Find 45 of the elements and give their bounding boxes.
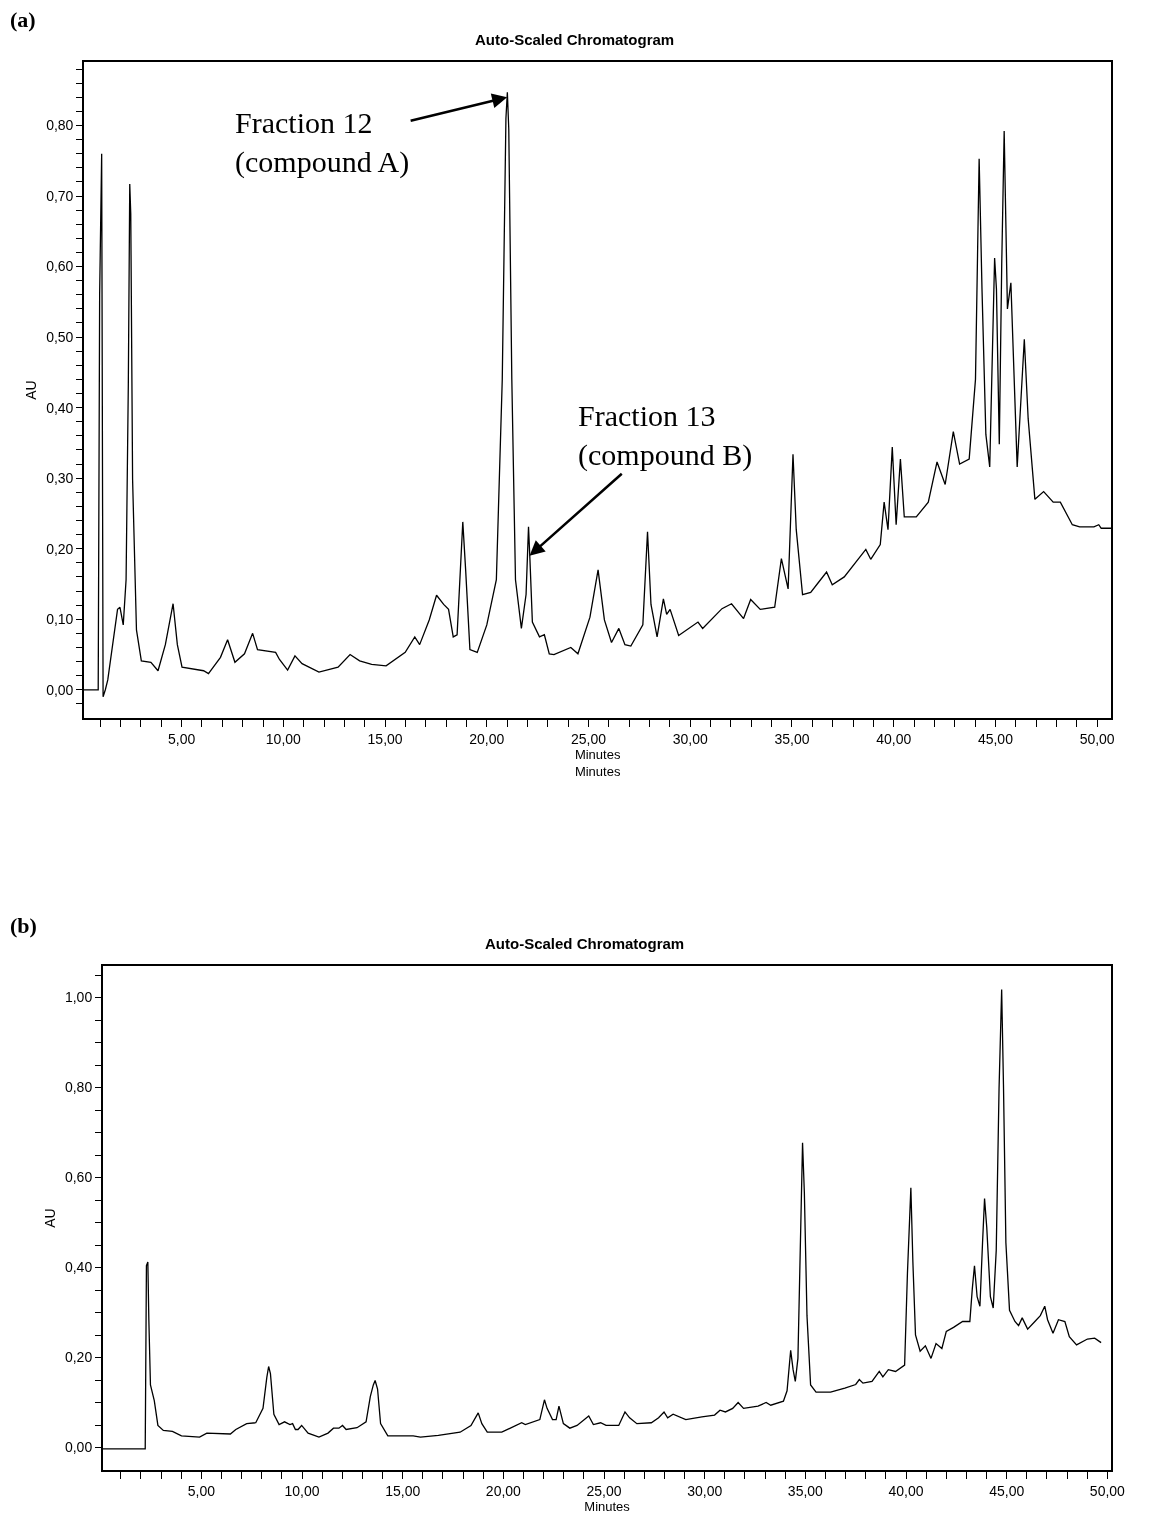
x-tick-label: 45,00 xyxy=(989,1482,1025,1499)
annotation: Fraction 13 (compound B) xyxy=(578,399,753,472)
chart-title: Auto-Scaled Chromatogram xyxy=(475,31,675,48)
y-tick-label: 0,80 xyxy=(46,117,74,134)
chart-title: Auto-Scaled Chromatogram xyxy=(485,935,685,952)
x-tick-label: 50,00 xyxy=(1079,730,1115,747)
y-tick-label: 0,20 xyxy=(64,1349,93,1366)
x-tick-label: 35,00 xyxy=(787,1482,824,1499)
x-tick-label: 15,00 xyxy=(385,1482,421,1499)
x-tick-label: 5,00 xyxy=(187,1482,216,1499)
y-tick-label: 0,70 xyxy=(46,187,74,204)
x-tick-label: 25,00 xyxy=(571,730,607,747)
y-tick-label: 0,10 xyxy=(46,611,74,628)
x-axis-title: Minutes Minutes xyxy=(574,746,621,779)
x-tick-label: 45,00 xyxy=(977,730,1014,747)
x-tick-label: 20,00 xyxy=(485,1482,522,1499)
x-tick-label: 25,00 xyxy=(586,1482,622,1499)
y-tick-label: 0,50 xyxy=(46,329,74,345)
y-tick-label: 0,60 xyxy=(64,1169,93,1186)
y-tick-label: 0,00 xyxy=(46,681,74,698)
y-axis-title: AU xyxy=(42,1208,59,1228)
x-tick-label: 20,00 xyxy=(469,730,505,747)
x-tick-label: 15,00 xyxy=(367,730,403,747)
text: (b) xyxy=(10,913,37,938)
y-tick-label: 0,20 xyxy=(46,540,74,557)
x-tick-label: 10,00 xyxy=(265,730,302,747)
y-tick-label: 0,40 xyxy=(46,399,74,416)
y-tick-label: 0,40 xyxy=(64,1259,93,1276)
x-tick-label: 50,00 xyxy=(1089,1482,1126,1499)
x-tick-label: 35,00 xyxy=(774,730,810,747)
x-tick-label: 30,00 xyxy=(687,1482,723,1499)
text: (a) xyxy=(10,7,36,32)
annotation: Fraction 12 (compound A) xyxy=(235,106,410,179)
x-tick-label: 5,00 xyxy=(168,730,196,747)
x-tick-label: 40,00 xyxy=(888,1482,924,1499)
x-axis-title: Minutes xyxy=(584,1498,631,1514)
y-tick-label: 0,60 xyxy=(46,258,74,275)
x-tick-label: 40,00 xyxy=(876,730,912,747)
y-tick-label: 0,00 xyxy=(64,1439,93,1456)
x-tick-label: 30,00 xyxy=(672,730,708,747)
y-tick-label: 0,30 xyxy=(46,470,74,487)
y-tick-label: 1,00 xyxy=(64,989,93,1006)
y-axis-title: AU xyxy=(23,380,40,400)
y-tick-label: 0,80 xyxy=(64,1079,93,1096)
x-tick-label: 10,00 xyxy=(284,1482,320,1499)
